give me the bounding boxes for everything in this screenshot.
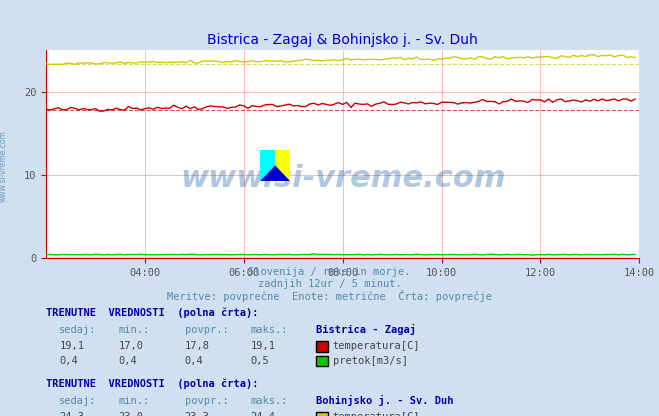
Polygon shape [275,150,290,181]
Text: povpr.:: povpr.: [185,396,228,406]
Text: 23,3: 23,3 [185,412,210,416]
Text: zadnjih 12ur / 5 minut.: zadnjih 12ur / 5 minut. [258,279,401,289]
Text: 23,0: 23,0 [119,412,144,416]
Text: povpr.:: povpr.: [185,325,228,335]
Text: sedaj:: sedaj: [59,396,97,406]
Text: min.:: min.: [119,396,150,406]
Text: 17,0: 17,0 [119,342,144,352]
Text: 0,4: 0,4 [59,356,78,366]
Text: TRENUTNE  VREDNOSTI  (polna črta):: TRENUTNE VREDNOSTI (polna črta): [46,308,258,318]
Text: www.si-vreme.com: www.si-vreme.com [180,164,505,193]
Text: temperatura[C]: temperatura[C] [333,412,420,416]
Text: sedaj:: sedaj: [59,325,97,335]
Text: 19,1: 19,1 [59,342,84,352]
Polygon shape [260,166,290,181]
Text: maks.:: maks.: [250,396,288,406]
Text: pretok[m3/s]: pretok[m3/s] [333,356,408,366]
Text: Bohinjsko j. - Sv. Duh: Bohinjsko j. - Sv. Duh [316,394,454,406]
Text: 0,4: 0,4 [185,356,203,366]
Text: Slovenija / reke in morje.: Slovenija / reke in morje. [248,267,411,277]
Text: TRENUTNE  VREDNOSTI  (polna črta):: TRENUTNE VREDNOSTI (polna črta): [46,379,258,389]
Text: 24,4: 24,4 [250,412,275,416]
Text: min.:: min.: [119,325,150,335]
Text: 0,5: 0,5 [250,356,269,366]
Text: Bistrica - Zagaj: Bistrica - Zagaj [316,324,416,335]
Text: Meritve: povprečne  Enote: metrične  Črta: povprečje: Meritve: povprečne Enote: metrične Črta:… [167,290,492,302]
Text: www.si-vreme.com: www.si-vreme.com [0,131,8,202]
Text: 17,8: 17,8 [185,342,210,352]
Polygon shape [260,150,275,181]
Text: maks.:: maks.: [250,325,288,335]
Title: Bistrica - Zagaj & Bohinjsko j. - Sv. Duh: Bistrica - Zagaj & Bohinjsko j. - Sv. Du… [208,33,478,47]
Text: 0,4: 0,4 [119,356,137,366]
Text: 19,1: 19,1 [250,342,275,352]
Text: 24,3: 24,3 [59,412,84,416]
Text: temperatura[C]: temperatura[C] [333,342,420,352]
